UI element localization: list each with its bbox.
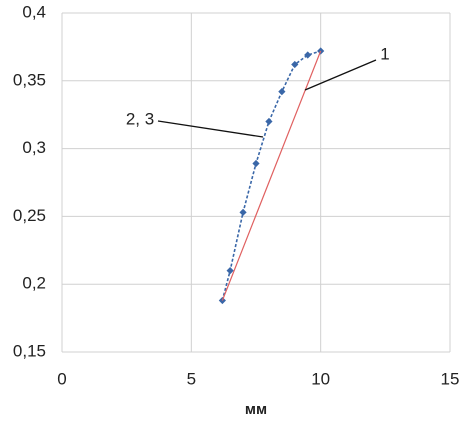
y-tick-label: 0,35 [13,70,46,89]
point-marker [239,208,247,216]
point-marker [226,267,234,275]
series-label: 2, 3 [126,109,154,128]
y-tick-label: 0,4 [22,2,46,21]
series-line [221,50,322,301]
series-label: 1 [380,44,389,63]
x-axis-label: мм [245,401,267,418]
point-marker [252,159,260,168]
x-tick-label: 10 [311,369,330,388]
point-marker [218,296,226,305]
point-marker [278,88,286,96]
leader-line [157,120,264,138]
y-tick-label: 0,15 [13,341,46,360]
point-marker [265,117,273,126]
point-marker [291,60,299,69]
y-tick-label: 0,3 [22,138,46,157]
x-tick-label: 15 [441,369,460,388]
x-tick-label: 0 [57,369,66,388]
y-tick-label: 0,2 [22,274,46,293]
point-marker [304,51,312,59]
leader-line [304,59,377,91]
x-tick-label: 5 [187,369,196,388]
point-marker [317,47,325,55]
y-tick-label: 0,25 [13,206,46,225]
